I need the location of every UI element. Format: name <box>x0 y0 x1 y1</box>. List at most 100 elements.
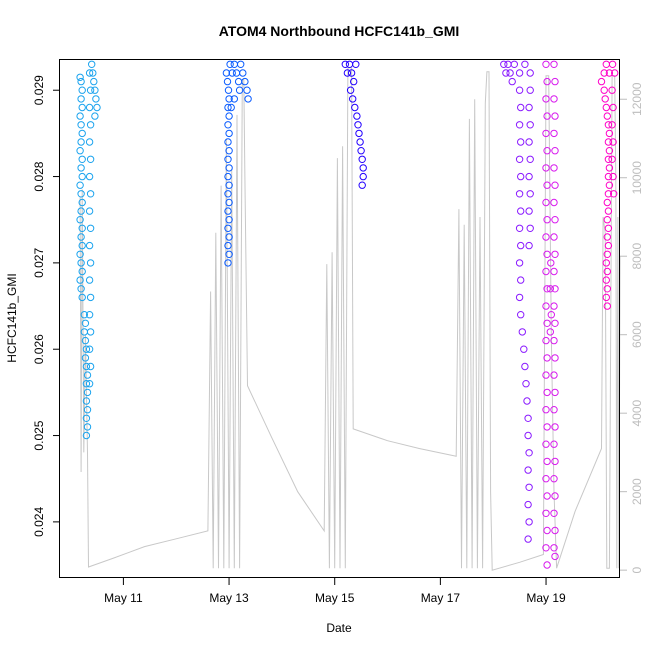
data-point <box>81 354 90 362</box>
series-4 <box>500 60 534 543</box>
data-point <box>597 77 606 86</box>
data-point <box>550 302 558 310</box>
data-point <box>604 121 613 129</box>
data-point <box>542 95 550 103</box>
data-point <box>542 544 550 552</box>
data-point <box>550 60 558 69</box>
data-point <box>349 95 357 103</box>
data-point <box>542 267 550 276</box>
data-point <box>603 250 611 259</box>
data-point <box>542 60 550 69</box>
data-point <box>609 103 617 112</box>
data-point <box>77 95 85 103</box>
data-point <box>500 60 508 69</box>
data-point <box>604 138 613 146</box>
y-tick-label: 0.028 <box>32 161 46 191</box>
plot-frame <box>59 59 620 578</box>
data-point <box>602 293 610 302</box>
data-point <box>86 362 95 371</box>
data-point <box>543 250 551 259</box>
data-point <box>542 440 550 448</box>
data-point <box>358 155 366 164</box>
x-tick-label: May 15 <box>315 591 355 605</box>
data-point <box>550 164 558 172</box>
data-point <box>80 311 89 319</box>
data-point <box>225 112 233 120</box>
data-point <box>542 475 550 483</box>
data-point <box>543 147 551 155</box>
data-point <box>603 267 611 276</box>
data-point <box>354 121 362 129</box>
data-point <box>550 233 558 241</box>
data-point <box>515 69 524 77</box>
data-point <box>542 198 550 207</box>
y-axis-label: HCFC141b_GMI <box>5 273 19 362</box>
data-point <box>78 172 86 181</box>
data-point <box>85 172 94 181</box>
data-point <box>543 354 551 362</box>
y-tick-label: 0.029 <box>32 75 46 105</box>
data-point <box>78 86 86 94</box>
altitude-line <box>79 67 621 571</box>
data-point <box>543 492 551 500</box>
data-point <box>76 250 84 259</box>
data-point <box>525 207 533 215</box>
data-point <box>77 77 85 86</box>
data-point <box>85 138 94 146</box>
data-point <box>524 535 532 543</box>
x-tick-label: May 17 <box>421 591 461 605</box>
data-point <box>86 190 95 198</box>
data-point <box>608 86 616 94</box>
data-point <box>237 60 245 69</box>
data-point <box>341 60 349 69</box>
data-point <box>542 406 550 414</box>
data-point <box>225 129 233 138</box>
x-tick-label: May 11 <box>104 591 143 605</box>
y2-tick-label: 4000 <box>630 400 644 427</box>
data-point <box>78 224 86 233</box>
data-point <box>230 95 239 103</box>
data-point <box>225 95 233 103</box>
data-point <box>611 69 619 77</box>
data-point <box>85 311 94 319</box>
data-point <box>76 181 84 189</box>
x-tick-label: May 13 <box>209 591 249 605</box>
data-point <box>85 380 94 388</box>
data-point <box>551 285 559 293</box>
data-point <box>604 241 613 250</box>
y-tick-label: 0.024 <box>32 507 46 537</box>
data-point <box>526 69 534 77</box>
data-point <box>602 259 610 267</box>
data-point <box>224 190 232 198</box>
altitude-layer <box>79 67 621 571</box>
data-point <box>546 328 554 336</box>
data-point <box>224 207 232 215</box>
data-point <box>515 224 524 233</box>
data-point <box>550 440 558 448</box>
data-point <box>224 259 232 267</box>
data-point <box>239 69 247 77</box>
data-point <box>602 276 610 284</box>
data-point <box>543 561 551 569</box>
data-point <box>517 138 525 146</box>
data-point <box>357 147 365 155</box>
data-point <box>550 475 558 483</box>
data-point <box>81 319 90 327</box>
data-point <box>524 431 532 440</box>
x-axis-label: Date <box>326 621 352 635</box>
data-point <box>77 259 85 267</box>
data-point <box>608 155 616 164</box>
y2-tick-label: 0 <box>630 566 644 573</box>
data-point <box>85 207 94 215</box>
data-point <box>517 207 525 215</box>
data-point <box>551 181 559 189</box>
data-point <box>225 198 233 207</box>
data-point <box>605 69 614 77</box>
y-tick-label: 0.026 <box>32 334 46 364</box>
y-tick-label: 0.025 <box>32 420 46 450</box>
y2-tick-label: 10000 <box>630 161 644 195</box>
data-point <box>542 302 550 310</box>
data-point <box>224 103 232 112</box>
data-point <box>235 86 244 94</box>
data-point <box>542 336 550 345</box>
